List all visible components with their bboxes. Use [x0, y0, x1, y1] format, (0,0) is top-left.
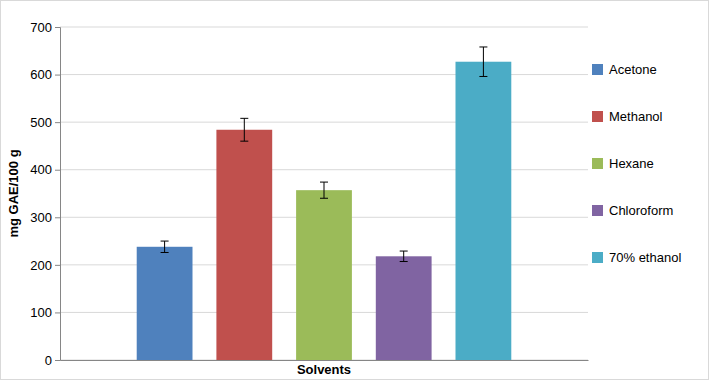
legend-item: Methanol: [592, 109, 663, 124]
y-tick: 200: [30, 258, 60, 273]
error-cap: [240, 118, 248, 119]
error-cap: [320, 182, 328, 183]
y-tick-mark: [55, 265, 60, 266]
error-cap: [161, 252, 169, 253]
error-bar: [479, 47, 487, 76]
y-tick-label: 100: [30, 305, 52, 320]
error-line: [403, 251, 404, 261]
error-line: [483, 47, 484, 76]
grid-line: [60, 27, 588, 28]
y-tick-label: 400: [30, 162, 52, 177]
bar: [296, 190, 352, 360]
x-axis-line: [61, 360, 589, 361]
legend-label: Methanol: [609, 109, 663, 124]
bars: [137, 47, 512, 360]
legend-label: 70% ethanol: [609, 250, 681, 265]
y-tick: 400: [30, 162, 60, 177]
chart: 0 100 200 300 400 500 600 700 Solvents mg GAE/100…: [0, 0, 709, 380]
y-tick-label: 600: [30, 67, 52, 82]
error-cap: [400, 251, 408, 252]
error-bar: [320, 182, 328, 198]
legend-swatch: [592, 205, 603, 216]
y-tick-mark: [55, 312, 60, 313]
error-line: [164, 241, 165, 252]
plot: 0 100 200 300 400 500 600 700: [30, 20, 588, 368]
y-tick-label: 0: [45, 353, 52, 368]
y-tick-label: 500: [30, 115, 52, 130]
error-bar: [400, 251, 408, 261]
y-tick-label: 300: [30, 210, 52, 225]
legend-swatch: [592, 111, 603, 122]
y-axis: 0 100 200 300 400 500 600 700: [30, 20, 60, 368]
y-tick-mark: [55, 360, 60, 361]
bar: [376, 256, 432, 360]
error-bar: [161, 241, 169, 252]
y-tick: 0: [45, 353, 60, 368]
y-tick: 700: [30, 20, 60, 35]
y-tick-label: 200: [30, 258, 52, 273]
y-tick: 600: [30, 67, 60, 82]
y-axis-title: mg GAE/100 g: [6, 149, 21, 237]
error-line: [324, 182, 325, 198]
y-tick-label: 700: [30, 20, 52, 35]
x-axis-title: Solvents: [297, 362, 351, 377]
legend-item: Hexane: [592, 156, 654, 171]
y-tick-mark: [55, 75, 60, 76]
legend-item: Chloroform: [592, 203, 673, 218]
legend-item: Acetone: [592, 62, 657, 77]
y-tick-mark: [55, 217, 60, 218]
error-cap: [320, 198, 328, 199]
y-tick: 500: [30, 115, 60, 130]
y-tick-mark: [55, 122, 60, 123]
bar: [216, 130, 272, 360]
legend-label: Acetone: [609, 62, 657, 77]
error-cap: [479, 76, 487, 77]
legend-label: Chloroform: [609, 203, 673, 218]
error-cap: [161, 241, 169, 242]
y-axis-line: [55, 28, 61, 361]
chart-frame: [1, 1, 709, 380]
y-tick-mark: [55, 170, 60, 171]
legend-label: Hexane: [609, 156, 654, 171]
y-tick-mark: [55, 27, 60, 28]
legend-item: 70% ethanol: [592, 250, 681, 265]
legend: Acetone Methanol Hexane Chloroform 70% ethan…: [592, 62, 681, 265]
error-line: [244, 118, 245, 141]
legend-swatch: [592, 64, 603, 75]
error-cap: [479, 46, 487, 47]
y-tick: 100: [30, 305, 60, 320]
legend-swatch: [592, 252, 603, 263]
legend-swatch: [592, 158, 603, 169]
bar: [456, 62, 512, 360]
error-cap: [240, 141, 248, 142]
bar: [137, 247, 193, 360]
error-bar: [240, 118, 248, 141]
error-cap: [400, 261, 408, 262]
y-tick: 300: [30, 210, 60, 225]
